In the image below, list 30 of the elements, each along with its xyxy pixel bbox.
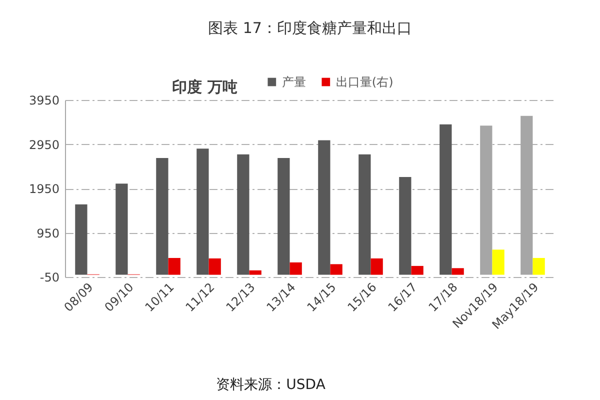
text: 资料来源：USDA [216,377,326,393]
bar [399,176,412,275]
bar [278,158,290,275]
bar [116,184,128,275]
bar [358,154,371,275]
chart-title: 图表 17：印度食糖产量和出口 [208,19,412,37]
legend-label: 出口量(右) [336,75,394,89]
bar [156,158,168,275]
bar [330,264,342,275]
legend-label: 产量 [282,75,306,89]
y-tick-label: 950 [36,226,60,240]
bar [237,154,250,275]
bar [75,204,88,275]
bar [168,258,180,275]
bar [452,268,464,275]
bar [196,148,209,275]
y-tick-label: -50 [40,270,60,284]
bar [370,258,383,275]
y-tick-label: 3950 [28,94,60,108]
bar [492,250,504,275]
bar [440,124,452,275]
bar [318,140,330,275]
chart-subtitle: 印度 万吨 [172,78,238,96]
bar [290,262,302,275]
bar [411,266,424,275]
bar [208,258,221,275]
y-tick-label: 1950 [28,182,60,196]
bar [249,270,262,275]
bar [532,258,545,275]
y-tick-label: 2950 [28,138,60,152]
